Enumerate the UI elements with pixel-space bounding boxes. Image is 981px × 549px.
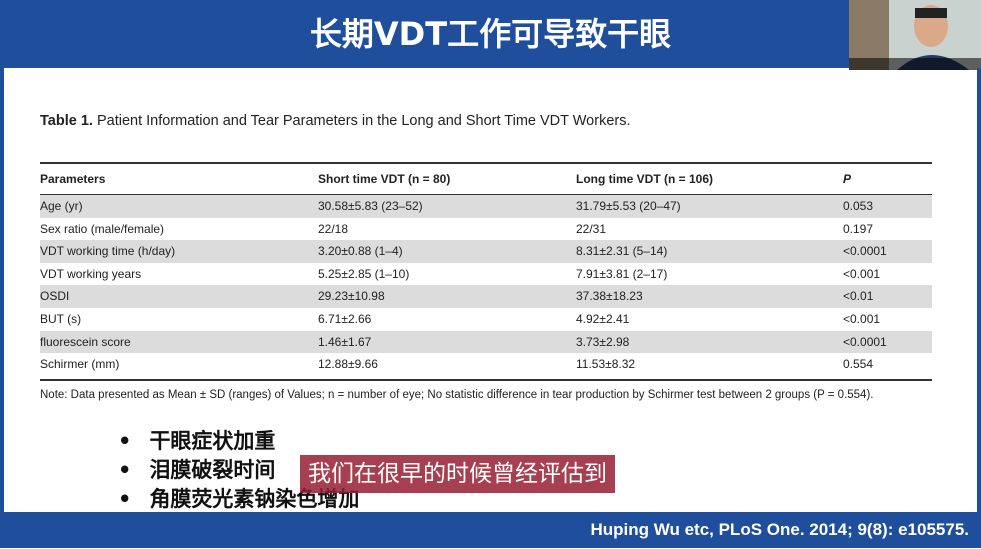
table-cell: 3.20±0.88 (1–4): [318, 244, 403, 259]
column-header: P: [843, 172, 852, 186]
slide-border: [977, 68, 981, 512]
table-cell: fluorescein score: [40, 334, 131, 349]
table-cell: 29.23±10.98: [318, 289, 385, 304]
table-cell: 11.53±8.32: [576, 357, 636, 372]
table-row: Schirmer (mm) 12.88±9.66 11.53±8.32 0.554: [40, 353, 932, 376]
table-row: OSDI 29.23±10.98 37.38±18.23 <0.01: [40, 285, 932, 308]
column-header: Parameters: [40, 172, 106, 186]
table-row: Sex ratio (male/female) 22/18 22/31 0.197: [40, 218, 932, 241]
table-cell: VDT working years: [40, 266, 142, 281]
table-cell: BUT (s): [40, 311, 82, 326]
table-cell: 1.46±1.67: [318, 334, 372, 349]
table-cell: <0.0001: [843, 334, 887, 349]
table-cell: 4.92±2.41: [576, 311, 630, 326]
table-row: BUT (s) 6.71±2.66 4.92±2.41 <0.001: [40, 308, 932, 331]
header-row: Parameters Short time VDT (n = 80) Long ti…: [40, 164, 932, 194]
table-row: VDT working time (h/day) 3.20±0.88 (1–4) 8…: [40, 240, 932, 263]
table-cell: <0.0001: [843, 244, 887, 259]
table-cell: Sex ratio (male/female): [40, 221, 165, 236]
slide-title: 长期VDT工作可导致干眼: [309, 15, 672, 53]
table-cell: 6.71±2.66: [318, 311, 372, 326]
table-cell: 8.31±2.31 (5–14): [576, 244, 668, 259]
column-header: Long time VDT (n = 106): [576, 172, 714, 186]
webcam-thumbnail: [849, 0, 981, 70]
table-cell: 0.197: [843, 221, 874, 236]
table-cell: <0.001: [843, 266, 881, 281]
video-subtitle: 我们在很早的时候曾经评估到: [300, 455, 615, 493]
table-cell: OSDI: [40, 289, 70, 304]
table-cell: 12.88±9.66: [318, 357, 378, 372]
bullet-item: 干眼症状加重: [118, 427, 359, 456]
table-cell: <0.01: [843, 289, 874, 304]
table-rule: [40, 194, 932, 195]
table-cell: 37.38±18.23: [576, 289, 643, 304]
table-caption: Table 1. Patient Information and Tear Pa…: [40, 113, 631, 129]
footer-bar: [0, 512, 981, 548]
bullet-list: 干眼症状加重泪膜破裂时间角膜荧光素钠染色增加: [118, 427, 359, 514]
table-cell: VDT working time (h/day): [40, 244, 176, 259]
table-row: fluorescein score 1.46±1.67 3.73±2.98 <0.00…: [40, 330, 932, 354]
table-cell: 31.79±5.53 (20–47): [576, 199, 681, 213]
caption-label: Table 1.: [40, 113, 93, 129]
table-cell: 22/31: [576, 221, 607, 236]
table-cell: 7.91±3.81 (2–17): [576, 266, 668, 281]
webcam-image: [849, 0, 981, 70]
table-cell: 0.053: [843, 199, 874, 213]
table-rule: [40, 162, 932, 164]
table: Parameters Short time VDT (n = 80) Long ti…: [40, 162, 932, 381]
column-header: Short time VDT (n = 80): [318, 172, 451, 186]
table-cell: 0.554: [843, 357, 874, 372]
citation: Huping Wu etc, PLoS One. 2014; 9(8): e10…: [590, 520, 969, 539]
bullet-item: 泪膜破裂时间: [118, 456, 359, 485]
header-bar: [0, 0, 981, 68]
table-cell: 22/18: [318, 221, 349, 236]
table-cell: Age (yr): [40, 199, 83, 213]
table-rule: [40, 378, 932, 381]
caption-text: Patient Information and Tear Parameters …: [96, 113, 631, 129]
table-cell: Schirmer (mm): [40, 357, 120, 372]
table-note: Note: Data presented as Mean ± SD (range…: [40, 389, 874, 401]
table-cell: 30.58±5.83 (23–52): [318, 199, 423, 213]
table-row: Age (yr) 30.58±5.83 (23–52) 31.79±5.53 (20…: [40, 195, 932, 218]
table-row: VDT working years 5.25±2.85 (1–10) 7.91±3.…: [40, 263, 932, 286]
table-cell: <0.001: [843, 311, 881, 326]
table-cell: 5.25±2.85 (1–10): [318, 266, 410, 281]
table-cell: 3.73±2.98: [576, 334, 630, 349]
slide-border: [0, 68, 4, 512]
